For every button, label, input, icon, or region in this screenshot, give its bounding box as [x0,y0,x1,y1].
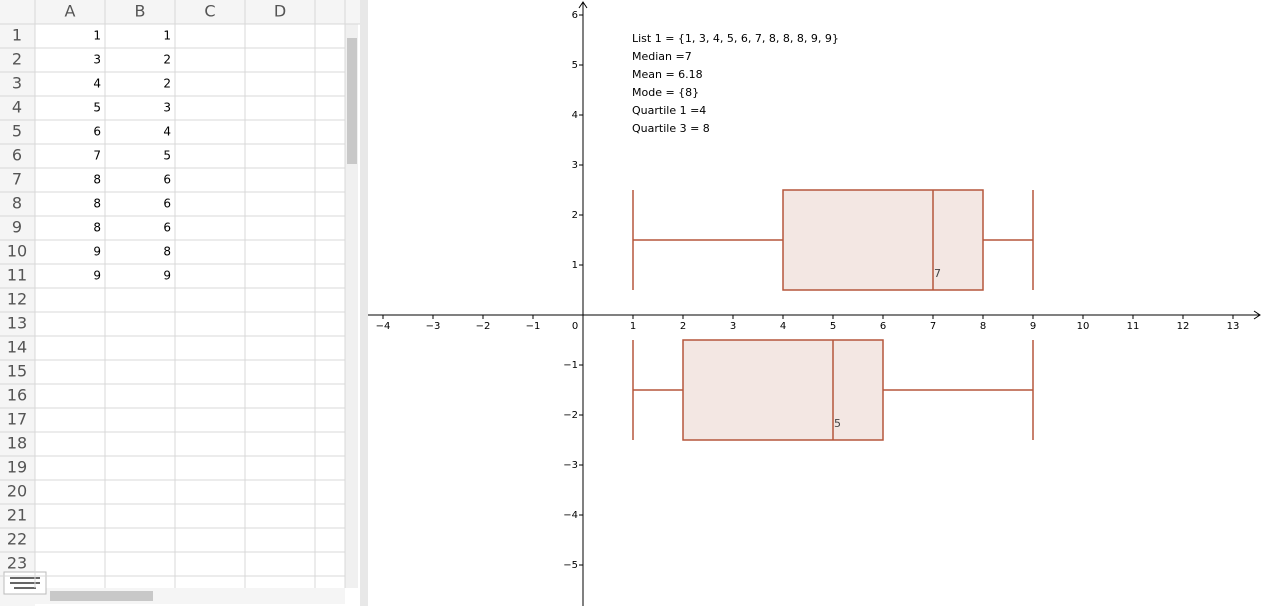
column-header-bar [0,0,360,24]
row-header: 14 [7,338,27,357]
column-header: A [65,2,76,21]
y-axis-arrow [578,1,588,9]
median-label: 7 [934,267,941,280]
column-header: B [135,2,146,21]
cell: 1 [93,29,101,43]
cell: 6 [163,197,171,211]
cell: 3 [93,53,101,67]
cell: 6 [163,173,171,187]
stats-text: Mode = {8} [632,86,699,99]
row-header: 22 [7,530,27,549]
stats-text: Mean = 6.18 [632,68,703,81]
row-header: 21 [7,506,27,525]
vertical-scrollbar[interactable] [345,24,358,588]
median-label: 5 [834,417,841,430]
cell: 6 [93,125,101,139]
row-header: 7 [12,170,22,189]
row-header: 23 [7,554,27,573]
row-header: 2 [12,50,22,69]
x-tick-label: 12 [1177,321,1190,332]
cell: 6 [163,221,171,235]
row-header: 19 [7,458,27,477]
row-header: 18 [7,434,27,453]
cell: 3 [163,101,171,115]
row-header: 12 [7,290,27,309]
y-tick-label: −5 [563,560,578,571]
row-header: 10 [7,242,27,261]
row-header: 13 [7,314,27,333]
x-tick-label: 10 [1077,321,1090,332]
x-tick-label: 6 [880,321,886,332]
y-tick-label: −2 [563,410,578,421]
cell: 9 [93,269,101,283]
row-header: 20 [7,482,27,501]
box [782,189,984,291]
cell: 7 [93,149,101,163]
x-tick-label: 3 [730,321,736,332]
cell: 8 [93,173,101,187]
cell: 9 [163,269,171,283]
y-tick-label: 1 [572,260,578,271]
cell: 1 [163,29,171,43]
y-tick-label: 3 [572,160,578,171]
box [682,339,884,441]
cell: 8 [163,245,171,259]
row-header: 17 [7,410,27,429]
row-header: 1 [12,26,22,45]
y-tick-label: −3 [563,460,578,471]
row-header-bar [0,0,35,606]
vertical-scroll-thumb[interactable] [347,38,357,164]
x-tick-label: 1 [630,321,636,332]
x-tick-label: −3 [426,321,441,332]
row-header: 5 [12,122,22,141]
x-tick-label: 7 [930,321,936,332]
y-tick-label: −1 [563,360,578,371]
stats-text: List 1 = {1, 3, 4, 5, 6, 7, 8, 8, 8, 9, … [632,32,839,45]
x-tick-label: 5 [830,321,836,332]
x-tick-label: −1 [526,321,541,332]
cell: 5 [93,101,101,115]
y-tick-label: 6 [572,10,578,21]
x-axis-arrow [1253,310,1261,320]
y-tick-label: −4 [563,510,578,521]
x-tick-label: 13 [1227,321,1240,332]
view-divider[interactable] [360,0,368,606]
row-header: 11 [7,266,27,285]
y-tick-label: 4 [572,110,578,121]
row-header: 15 [7,362,27,381]
cell: 8 [93,197,101,211]
row-header: 8 [12,194,22,213]
row-header: 9 [12,218,22,237]
keyboard-button[interactable] [3,571,47,595]
cell: 9 [93,245,101,259]
x-tick-label: 11 [1127,321,1140,332]
y-tick-label: 2 [572,210,578,221]
x-tick-label: 2 [680,321,686,332]
row-header: 4 [12,98,22,117]
stats-text: Quartile 1 =4 [632,104,706,117]
row-header: 6 [12,146,22,165]
cell: 2 [163,77,171,91]
cell: 8 [93,221,101,235]
cell: 4 [93,77,101,91]
y-tick-label: 5 [572,60,578,71]
stats-text: Quartile 3 = 8 [632,122,710,135]
horizontal-scroll-thumb[interactable] [50,591,153,601]
cell: 2 [163,53,171,67]
row-header: 16 [7,386,27,405]
cell: 4 [163,125,171,139]
row-header: 3 [12,74,22,93]
x-tick-label: 8 [980,321,986,332]
x-tick-label: 4 [780,321,786,332]
stats-text: Median =7 [632,50,692,63]
column-header: C [204,2,215,21]
x-tick-label: −4 [376,321,391,332]
x-tick-label: 9 [1030,321,1036,332]
cell: 5 [163,149,171,163]
x-tick-label: 0 [572,321,578,332]
x-tick-label: −2 [476,321,491,332]
column-header: D [274,2,286,21]
